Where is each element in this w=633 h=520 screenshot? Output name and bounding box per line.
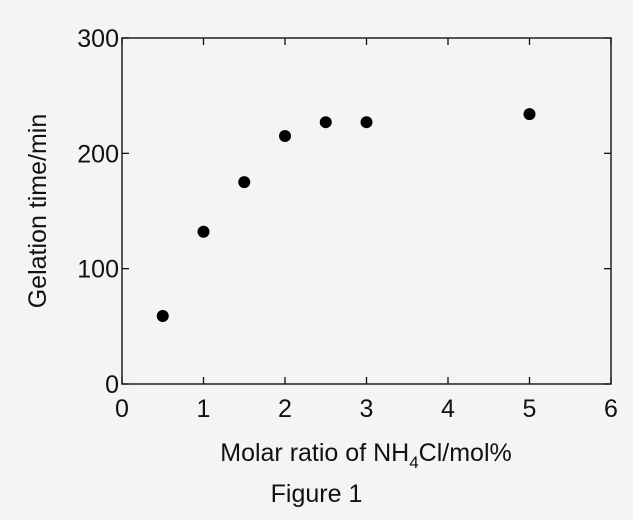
data-point: [238, 176, 251, 189]
x-tick-label: 2: [278, 395, 292, 423]
x-axis-label-main: Molar ratio of NH: [220, 439, 409, 467]
y-axis-label: Gelation time/min: [24, 114, 52, 309]
figure-caption: Figure 1: [270, 480, 363, 508]
x-tick-label: 1: [197, 395, 211, 423]
x-tick-label: 6: [604, 395, 618, 423]
x-tick-label: 0: [115, 395, 129, 423]
x-tick-label: 4: [441, 395, 455, 423]
x-axis-label-subscript: 4: [409, 453, 418, 472]
x-tick-label: 3: [360, 395, 374, 423]
y-tick-label: 0: [105, 371, 119, 399]
scatter-chart: 0 1 2 3 4 5 6 0 100 200 300 Gelation time/min Mola…: [24, 25, 618, 472]
y-tick-label: 300: [77, 25, 119, 53]
x-tick-label: 5: [523, 395, 537, 423]
y-tick-label: 200: [77, 140, 119, 168]
plot-frame: [121, 37, 612, 385]
x-axis-label: Molar ratio of NH4Cl/mol%: [220, 439, 512, 472]
x-axis-label-unit: Cl/mol%: [419, 439, 512, 467]
y-tick-label: 100: [77, 256, 119, 284]
axis-ticks: 0 1 2 3 4 5 6 0 100 200 300: [77, 25, 618, 423]
data-point: [156, 309, 169, 322]
data-point: [523, 108, 536, 121]
data-point: [279, 130, 291, 143]
data-point: [360, 116, 373, 129]
data-points: [156, 108, 536, 322]
data-point: [197, 225, 210, 238]
data-point: [319, 116, 332, 129]
